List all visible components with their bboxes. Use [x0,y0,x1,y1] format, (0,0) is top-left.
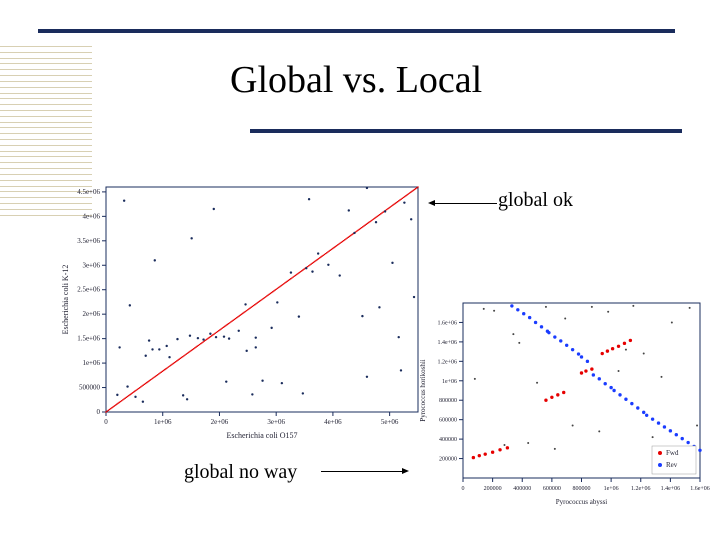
svg-text:0: 0 [104,418,108,426]
svg-text:2.5e+06: 2.5e+06 [77,286,100,294]
svg-text:1.6e+06: 1.6e+06 [690,486,710,492]
svg-text:1.4e+06: 1.4e+06 [661,486,681,492]
svg-text:800000: 800000 [439,398,457,404]
svg-text:3.5e+06: 3.5e+06 [77,237,100,245]
svg-text:400000: 400000 [513,486,531,492]
svg-text:1e+06: 1e+06 [82,359,100,367]
svg-text:400000: 400000 [439,437,457,443]
svg-text:4e+06: 4e+06 [82,212,100,220]
svg-text:Fwd: Fwd [666,449,679,457]
svg-text:Pyrococcus abyssi: Pyrococcus abyssi [556,498,608,506]
svg-text:600000: 600000 [439,418,457,424]
svg-text:4e+06: 4e+06 [324,418,342,426]
svg-text:0: 0 [462,486,465,492]
svg-text:1e+06: 1e+06 [604,486,619,492]
svg-text:3e+06: 3e+06 [82,261,100,269]
chart-right: 0 200000 400000 600000 800000 1e+06 1.2e+06 1.4… [415,293,710,508]
svg-text:500000: 500000 [79,384,101,392]
label-global-no-way: global no way [184,461,297,484]
svg-text:1e+06: 1e+06 [154,418,172,426]
svg-text:1.5e+06: 1.5e+06 [77,335,100,343]
svg-text:Escherichia coli O157: Escherichia coli O157 [226,431,297,440]
svg-text:Pyrococcus horikoshii: Pyrococcus horikoshii [419,359,427,421]
svg-text:3e+06: 3e+06 [267,418,285,426]
svg-text:200000: 200000 [439,457,457,463]
svg-text:4.5e+06: 4.5e+06 [77,188,100,196]
svg-text:600000: 600000 [543,486,561,492]
chart-left: 0 1e+06 2e+06 3e+06 4e+06 5e+06 0 500000 1e+06 1.… [58,177,428,442]
label-global-ok: global ok [498,189,573,212]
svg-text:800000: 800000 [573,486,591,492]
svg-text:200000: 200000 [484,486,502,492]
svg-text:1.2e+06: 1.2e+06 [631,486,651,492]
svg-text:5e+06: 5e+06 [381,418,399,426]
title-underline [250,129,682,133]
svg-text:1e+06: 1e+06 [442,379,457,385]
svg-text:2e+06: 2e+06 [82,310,100,318]
svg-text:1.2e+06: 1.2e+06 [437,359,457,365]
header-rule [38,29,675,33]
arrow-global-ok [432,203,497,204]
arrow-global-no-way [321,471,405,472]
svg-text:2e+06: 2e+06 [211,418,229,426]
svg-text:1.4e+06: 1.4e+06 [437,340,457,346]
svg-text:Rev: Rev [666,461,678,469]
svg-text:1.6e+06: 1.6e+06 [437,320,457,326]
page-title: Global vs. Local [230,58,482,102]
svg-text:0: 0 [97,408,101,416]
svg-text:Escherichia coli K-12: Escherichia coli K-12 [61,265,70,335]
